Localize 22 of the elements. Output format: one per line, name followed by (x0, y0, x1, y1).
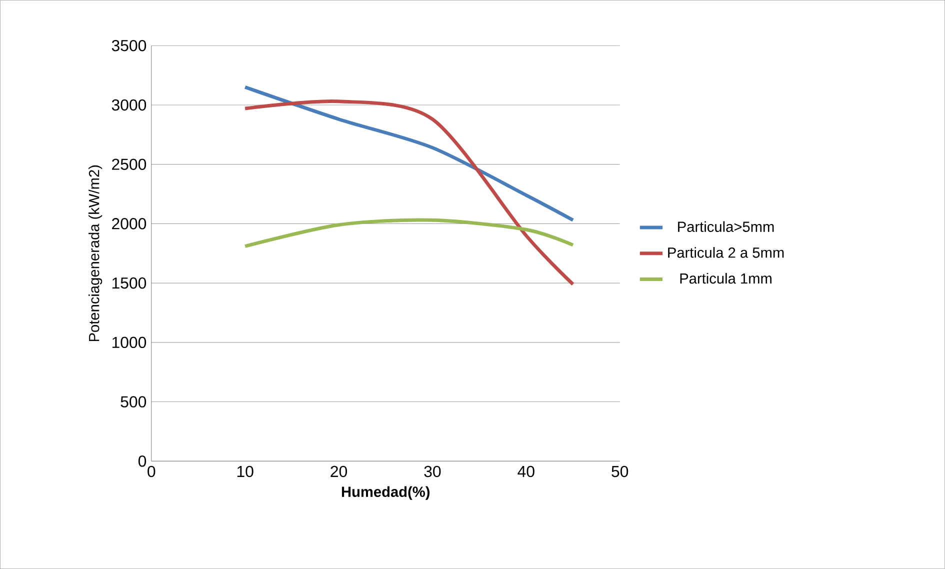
y-tick-label: 2500 (112, 158, 146, 170)
y-axis-title: Potenciagenerada (kW/m2) (88, 165, 102, 342)
line-series (243, 85, 575, 222)
x-tick-label: 0 (148, 466, 156, 478)
y-tick-label: 500 (120, 396, 146, 408)
y-tick-label: 1000 (112, 336, 146, 348)
y-tick-label: 1500 (112, 277, 146, 289)
legend-label: Particula 2 a 5mm (668, 247, 784, 258)
x-tick-label: 10 (237, 466, 254, 478)
y-tick-label: 0 (138, 455, 146, 467)
legend-label: Particula>5mm (678, 221, 774, 232)
line-series (243, 218, 575, 248)
x-tick-label: 40 (518, 466, 534, 478)
y-tick-label: 3500 (112, 40, 146, 52)
line-series (243, 99, 575, 286)
y-tick-label: 3000 (112, 99, 146, 111)
y-tick-label: 2000 (112, 218, 146, 230)
legend-label: Particula 1mm (680, 272, 772, 284)
x-tick-label: 20 (330, 466, 348, 478)
x-tick-label: 50 (612, 466, 628, 478)
x-axis-title: Humedad(%) (342, 486, 430, 500)
x-tick-label: 30 (424, 466, 441, 478)
